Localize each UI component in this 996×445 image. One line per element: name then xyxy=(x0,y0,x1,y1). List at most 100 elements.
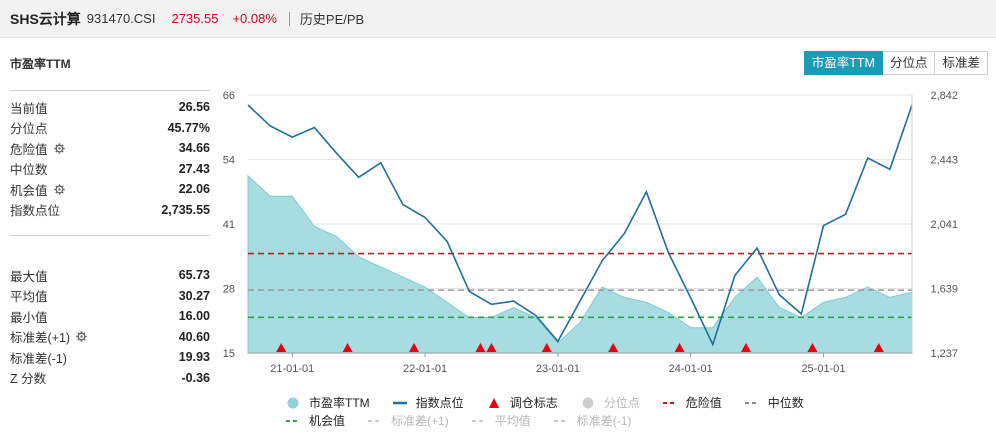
stat-label: 机会值 xyxy=(10,180,65,199)
stat-row: 机会值 22.06 xyxy=(10,179,210,200)
gear-icon[interactable] xyxy=(53,184,65,195)
divider-top xyxy=(10,90,210,91)
rebalance-marker xyxy=(409,343,419,352)
stat-value: 30.27 xyxy=(178,288,210,303)
rebalance-marker xyxy=(608,343,619,352)
rebalance-marker xyxy=(741,343,751,352)
stat-label-text: 危险值 xyxy=(10,142,48,157)
title-bar: SHS云计算 931470.CSI 2735.55 +0.08% 历史PE/PB xyxy=(0,0,996,38)
legend-swatch-icon xyxy=(553,419,568,422)
y-right-tick-label: 2,443 xyxy=(930,155,958,167)
pe-area xyxy=(247,174,913,354)
index-price: 2735.55 xyxy=(171,11,219,26)
stats-summary: 当前值 26.56 分位点 45.77% 危险值 34.66 中位数 27.43 机会值 22.0… xyxy=(10,97,210,220)
index-code: 931470.CSI xyxy=(86,11,156,26)
legend-item[interactable]: 平均值 xyxy=(471,412,531,429)
legend-item[interactable]: 中位数 xyxy=(744,394,804,411)
stat-label: 平均值 xyxy=(10,286,48,305)
stat-value: 40.60 xyxy=(178,329,210,344)
gear-icon[interactable] xyxy=(53,143,65,154)
stat-label-text: 机会值 xyxy=(10,183,48,198)
stat-value: 19.93 xyxy=(178,350,210,365)
legend-label: 危险值 xyxy=(685,396,722,410)
rebalance-marker xyxy=(807,343,818,352)
legend-label: 指数点位 xyxy=(415,396,464,410)
stat-row: 标准差(-1) 19.93 xyxy=(10,347,210,368)
rebalance-marker xyxy=(276,343,287,352)
y-left-tick-label: 54 xyxy=(223,155,235,167)
y-left-tick-label: 28 xyxy=(223,284,235,296)
stat-label-text: 标准差(+1) xyxy=(10,331,71,346)
legend-label: 标准差(-1) xyxy=(576,414,632,428)
stat-label: 危险值 xyxy=(10,139,65,158)
stat-label: Z 分数 xyxy=(10,368,46,387)
y-left-tick-label: 41 xyxy=(223,219,235,231)
stat-value: 2,735.55 xyxy=(161,202,210,217)
legend-item[interactable]: 市盈率TTM xyxy=(285,394,370,411)
rebalance-marker xyxy=(486,343,497,352)
legend-label: 分位点 xyxy=(603,396,640,410)
legend-item[interactable]: 调仓标志 xyxy=(486,394,558,411)
index-name: SHS云计算 xyxy=(10,10,81,27)
legend-swatch-icon xyxy=(582,397,594,408)
legend-row-2: 机会值 标准差(+1) 平均值 标准差(-1) xyxy=(285,412,653,429)
metric-button-1[interactable]: 分位点 xyxy=(882,51,936,75)
y-right-tick-label: 1,639 xyxy=(930,284,958,296)
stats-distribution: 最大值 65.73 平均值 30.27 最小值 16.00 标准差(+1) 40.60 标准差(… xyxy=(10,265,210,388)
legend-swatch-icon xyxy=(471,419,486,422)
stat-row: 平均值 30.27 xyxy=(10,286,210,307)
gear-icon[interactable] xyxy=(76,331,87,342)
stat-label-text: 中位数 xyxy=(10,163,48,178)
stat-label-text: 最大值 xyxy=(10,269,48,284)
legend-item[interactable]: 标准差(+1) xyxy=(367,412,449,429)
legend-label: 中位数 xyxy=(767,396,804,410)
y-right-tick-label: 1,237 xyxy=(930,348,958,360)
rebalance-marker xyxy=(674,343,685,352)
stat-label: 标准差(+1) xyxy=(10,327,87,346)
stat-label: 最大值 xyxy=(10,266,48,285)
legend-label: 机会值 xyxy=(309,414,346,428)
stat-label: 当前值 xyxy=(10,98,48,117)
x-tick-label: 23-01-01 xyxy=(536,363,580,375)
stat-label: 分位点 xyxy=(10,118,48,137)
stat-row: 指数点位 2,735.55 xyxy=(10,200,210,221)
x-tick-label: 25-01-01 xyxy=(801,363,845,375)
stat-label-text: 标准差(-1) xyxy=(10,351,67,366)
panel-title: 市盈率TTM xyxy=(10,57,71,71)
pe-chart[interactable]: 66 54 41 28 15 2,842 2,443 2,041 1,639 1,237 21-01… xyxy=(0,80,996,380)
legend-label: 标准差(+1) xyxy=(391,414,449,428)
legend-label: 调仓标志 xyxy=(509,396,558,410)
stat-row: Z 分数 -0.36 xyxy=(10,368,210,389)
stat-label: 最小值 xyxy=(10,307,48,326)
legend-item[interactable]: 分位点 xyxy=(580,394,640,411)
title-separator xyxy=(288,11,290,26)
legend-item[interactable]: 标准差(-1) xyxy=(553,412,632,429)
legend-item[interactable]: 危险值 xyxy=(662,394,722,411)
legend-swatch-icon xyxy=(392,401,407,404)
legend-label: 平均值 xyxy=(494,414,531,428)
stat-label-text: 当前值 xyxy=(10,101,48,116)
legend-swatch-icon xyxy=(286,419,300,422)
legend-row-1: 市盈率TTM 指数点位 调仓标志 分位点 危险值 中位数 xyxy=(285,394,826,411)
y-left-tick-label: 15 xyxy=(223,348,235,360)
legend-swatch-icon xyxy=(287,397,299,408)
legend-item[interactable]: 指数点位 xyxy=(392,394,464,411)
stat-row: 最小值 16.00 xyxy=(10,306,210,327)
tab-history-pe-pb[interactable]: 历史PE/PB xyxy=(299,12,365,27)
y-right-tick-label: 2,842 xyxy=(930,90,958,102)
metric-button-2[interactable]: 标准差 xyxy=(935,51,988,75)
rebalance-marker xyxy=(342,343,353,352)
legend-swatch-icon xyxy=(662,401,677,404)
stat-label: 标准差(-1) xyxy=(10,348,67,367)
legend-label: 市盈率TTM xyxy=(309,396,370,410)
legend-swatch-icon xyxy=(744,401,759,404)
stat-label-text: 最小值 xyxy=(10,310,48,325)
stat-row: 当前值 26.56 xyxy=(10,97,210,118)
stat-value: 27.43 xyxy=(178,161,210,176)
stat-value: 34.66 xyxy=(178,141,210,156)
stat-row: 危险值 34.66 xyxy=(10,138,210,159)
rebalance-marker xyxy=(541,343,552,352)
stat-row: 中位数 27.43 xyxy=(10,159,210,180)
metric-button-0[interactable]: 市盈率TTM xyxy=(803,51,883,75)
legend-item[interactable]: 机会值 xyxy=(285,412,345,429)
